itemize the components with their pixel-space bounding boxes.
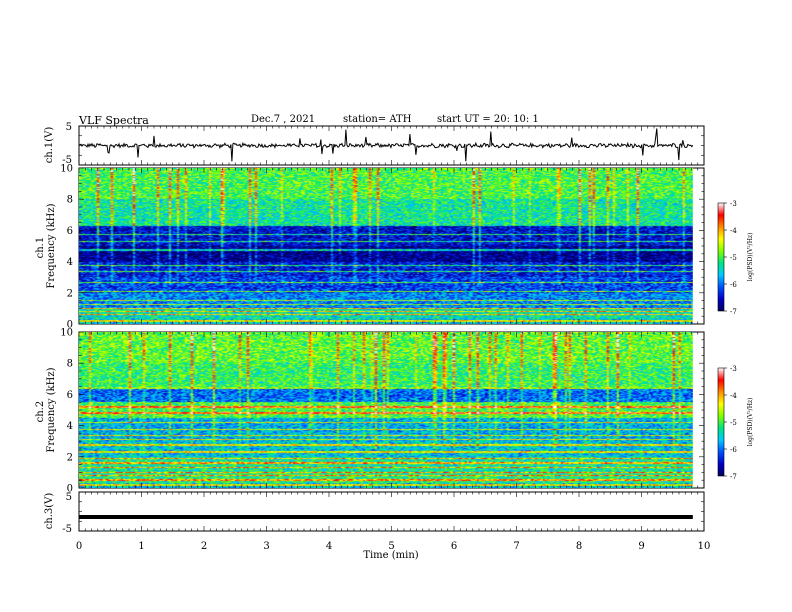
colorbar-ch2: -3 -4 -5 -6 -7 log(PSD)(V²/Hz) bbox=[717, 365, 754, 481]
ch1-waveform-line bbox=[78, 128, 694, 162]
ch1-waveform-ticks bbox=[78, 125, 705, 166]
chart-title: VLF Spectra bbox=[79, 114, 149, 127]
time-axis-tick-label: 3 bbox=[263, 541, 269, 552]
ch1-ytick-top: 5 bbox=[66, 122, 72, 133]
colorbar-ch1-ticks: -3 -4 -5 -6 -7 bbox=[724, 200, 737, 316]
panel-ch1-waveform: 5 -5 ch.1(V) bbox=[44, 122, 705, 166]
time-axis-label: Time (min) bbox=[363, 550, 418, 561]
ch3-waveform-frame bbox=[78, 491, 705, 532]
time-axis-tick-label: 1 bbox=[138, 541, 144, 552]
ch2-ylabel-line2: Frequency (kHz) bbox=[46, 367, 57, 452]
ch1-waveform-ylabel: ch.1(V) bbox=[44, 127, 55, 164]
colorbar-ch2-ticks: -3 -4 -5 -6 -7 bbox=[724, 365, 737, 481]
ch1-spectrogram-ytick-label: 2 bbox=[67, 288, 73, 299]
ch1-ylabel-line1: ch.1 bbox=[35, 237, 46, 259]
ch2-spectrogram-ylabel: ch.2 Frequency (kHz) bbox=[35, 367, 57, 452]
colorbar-ch1-bar bbox=[717, 202, 725, 312]
panel-ch3-waveform: 5 -5 ch.3(V) bbox=[44, 491, 705, 535]
colorbar-ch1-tick-label: -3 bbox=[730, 200, 737, 208]
ch2-spectrogram-ytick-label: 4 bbox=[67, 421, 73, 432]
ch1-ylabel-line2: Frequency (kHz) bbox=[46, 203, 57, 288]
colorbar-ch2-label: log(PSD)(V²/Hz) bbox=[747, 398, 754, 447]
ch1-spectrogram-ytick-label: 4 bbox=[67, 257, 73, 268]
colorbar-ch1-tick-label: -6 bbox=[730, 281, 737, 289]
colorbar-ch1-tick-label: -5 bbox=[730, 254, 737, 262]
ch1-ytick-bottom: -5 bbox=[62, 155, 72, 166]
ch2-spectrogram-ytick-label: 0 bbox=[67, 484, 73, 495]
panel-ch2-spectrogram: 0 2 4 6 8 10 ch.2 Frequency (kHz) bbox=[35, 328, 705, 495]
time-axis-tick-label: 10 bbox=[698, 541, 711, 552]
colorbar-ch1: -3 -4 -5 -6 -7 log(PSD)(V²/Hz) bbox=[717, 200, 754, 316]
date-label: Dec.7 , 2021 bbox=[251, 114, 316, 125]
colorbar-ch1-tick-label: -7 bbox=[730, 308, 737, 316]
colorbar-ch2-tick-label: -3 bbox=[730, 365, 737, 373]
time-axis-tick-label: 6 bbox=[451, 541, 457, 552]
ch1-spectrogram-ytick-label: 6 bbox=[67, 226, 73, 237]
time-axis: 0 1 2 3 4 5 6 7 8 9 10 bbox=[76, 541, 711, 552]
ch3-waveform-ticks bbox=[78, 491, 705, 532]
colorbar-ch1-tick-label: -4 bbox=[730, 227, 737, 235]
colorbar-ch2-bar bbox=[717, 367, 725, 477]
ch3-ytick-top: 5 bbox=[66, 492, 72, 503]
ch1-spectrogram-ytick-label: 10 bbox=[60, 164, 73, 175]
ch2-spectrogram-ytick-label: 10 bbox=[60, 328, 73, 339]
ch2-ylabel-line1: ch.2 bbox=[35, 401, 46, 423]
panel-ch1-spectrogram: 0 2 4 6 8 10 ch.1 Frequency (kHz) bbox=[35, 164, 705, 331]
colorbar-ch2-tick-label: -5 bbox=[730, 419, 737, 427]
station-label: station= ATH bbox=[343, 114, 412, 125]
time-axis-tick-label: 2 bbox=[201, 541, 207, 552]
start-ut-label: start UT = 20: 10: 1 bbox=[437, 114, 539, 125]
time-axis-tick-label: 8 bbox=[576, 541, 582, 552]
ch2-spectrogram-yticks: 0 2 4 6 8 10 bbox=[60, 328, 705, 495]
ch2-spectrogram-ytick-label: 8 bbox=[67, 359, 73, 370]
time-axis-tick-label: 4 bbox=[326, 541, 332, 552]
ch1-spectrogram-ylabel: ch.1 Frequency (kHz) bbox=[35, 203, 57, 288]
time-axis-tick-label: 5 bbox=[388, 541, 394, 552]
ch3-ytick-bottom: -5 bbox=[62, 524, 72, 535]
ch2-spectrogram-heatmap bbox=[79, 332, 693, 488]
ch1-spectrogram-yticks: 0 2 4 6 8 10 bbox=[60, 164, 705, 331]
colorbar-ch2-tick-label: -4 bbox=[730, 392, 737, 400]
ch2-spectrogram-ytick-label: 6 bbox=[67, 390, 73, 401]
ch2-spectrogram-ytick-label: 2 bbox=[67, 452, 73, 463]
ch1-spectrogram-heatmap bbox=[79, 168, 693, 324]
ch3-waveform-line bbox=[79, 515, 693, 519]
chart-header: VLF Spectra Dec.7 , 2021 station= ATH st… bbox=[79, 114, 704, 127]
time-axis-tick-label: 0 bbox=[76, 541, 82, 552]
time-axis-tick-label: 7 bbox=[513, 541, 519, 552]
time-axis-tick-label: 9 bbox=[638, 541, 644, 552]
ch3-waveform-ylabel: ch.3(V) bbox=[44, 493, 55, 530]
colorbar-ch1-label: log(PSD)(V²/Hz) bbox=[747, 233, 754, 282]
colorbar-ch2-tick-label: -7 bbox=[730, 473, 737, 481]
ch1-spectrogram-ytick-label: 8 bbox=[67, 195, 73, 206]
ch1-spectrogram-ytick-label: 0 bbox=[67, 320, 73, 331]
colorbar-ch2-tick-label: -6 bbox=[730, 446, 737, 454]
